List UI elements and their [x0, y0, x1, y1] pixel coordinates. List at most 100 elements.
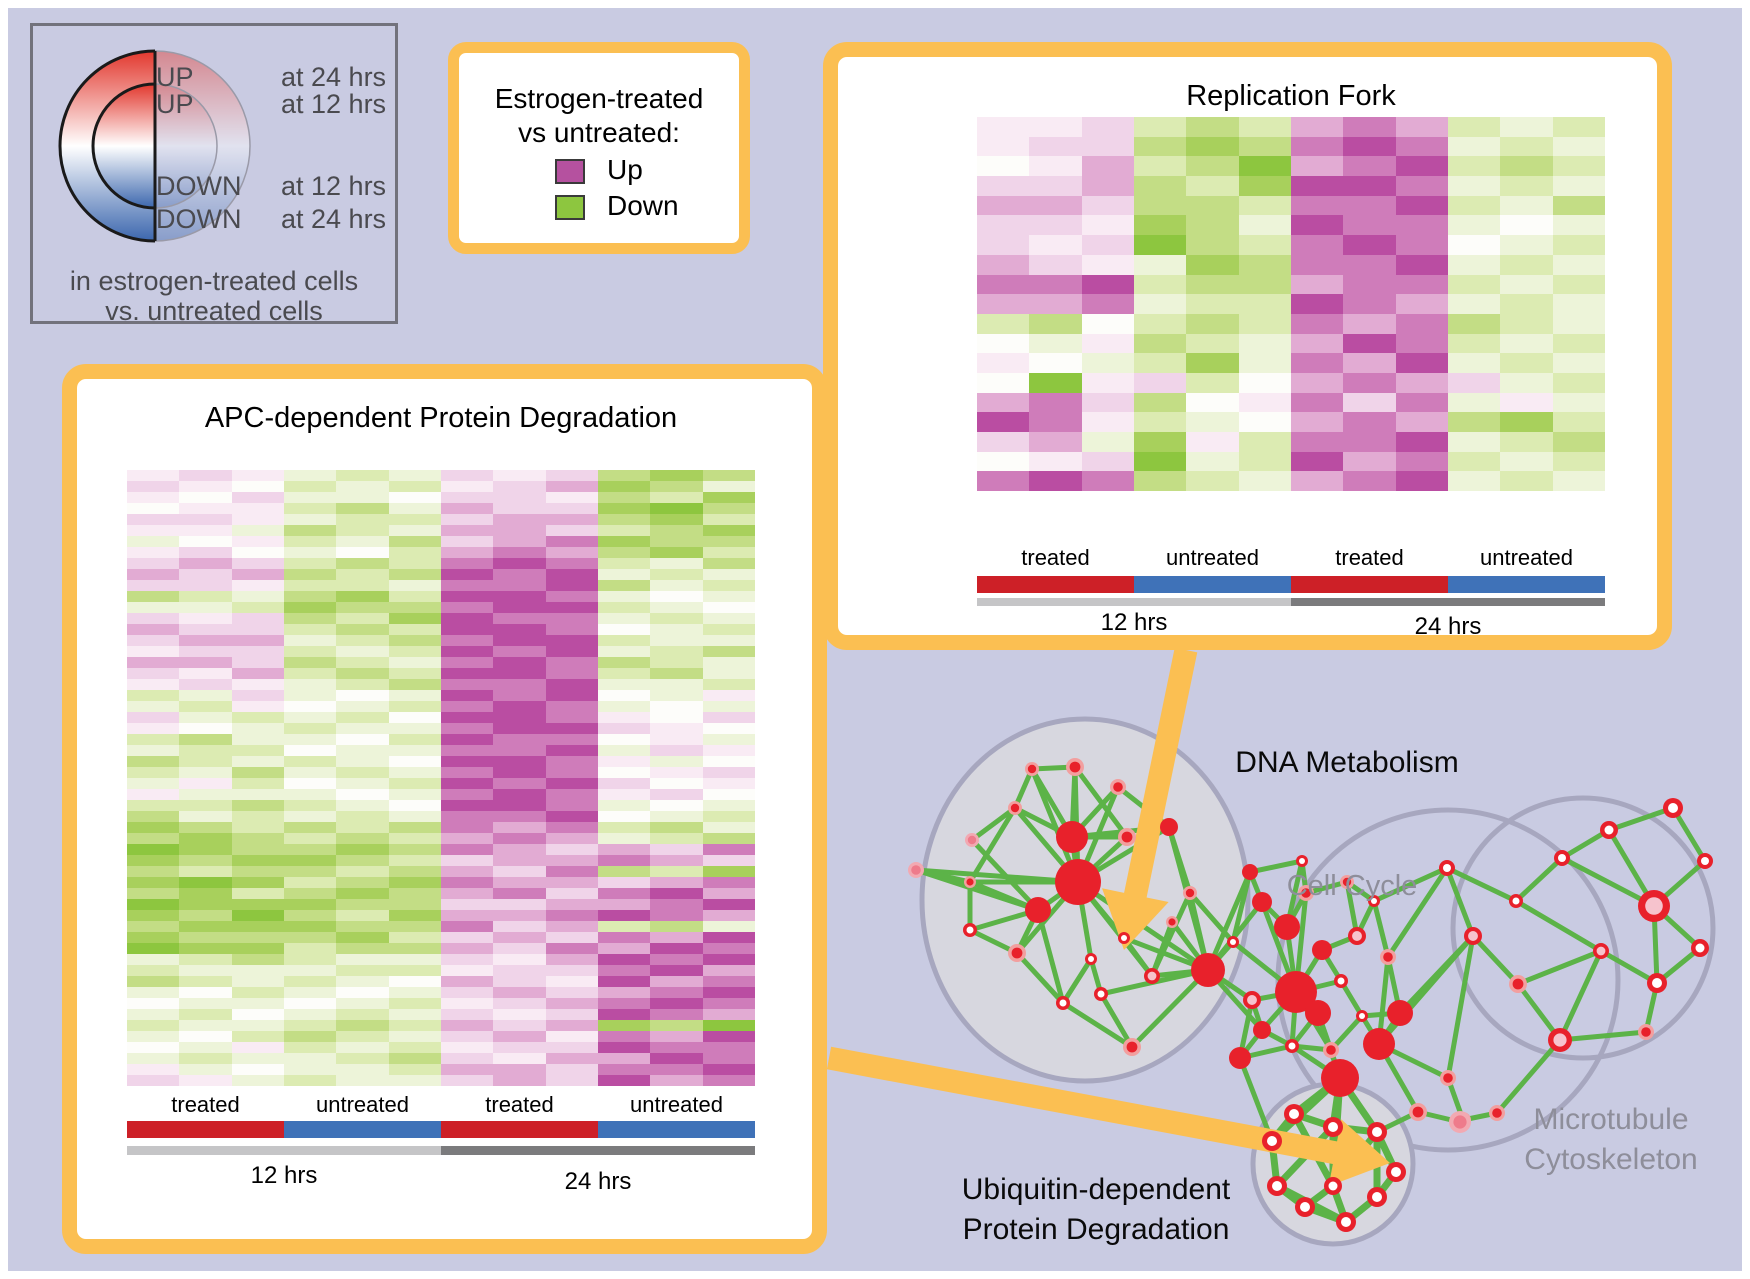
heatmap-cell	[127, 536, 180, 547]
network-edge	[1385, 865, 1450, 960]
network-node-halo-core	[1010, 803, 1020, 813]
heatmap-cell	[179, 569, 232, 580]
heatmap-cell	[179, 734, 232, 745]
heatmap-cell	[231, 811, 284, 822]
heatmap-cell	[1343, 117, 1396, 137]
cluster-circle-microtubule-cytoskeleton	[1450, 795, 1716, 1061]
heatmap-cell	[388, 569, 441, 580]
heatmap-row	[127, 899, 755, 910]
ring-legend-box: UP at 24 hrs UP at 12 hrs DOWN at 12 hrs…	[30, 23, 398, 326]
heatmap-row	[127, 514, 755, 525]
heatmap-cell	[1447, 195, 1501, 216]
heatmap-cell	[597, 987, 651, 998]
heatmap-cell	[388, 1031, 441, 1042]
network-edge	[1205, 869, 1253, 973]
heatmap-cell	[597, 1009, 651, 1020]
heatmap-cell	[127, 547, 180, 558]
network-edge	[1598, 948, 1660, 986]
network-edge	[1344, 879, 1360, 939]
heatmap-cell	[440, 591, 494, 602]
heatmap-cell	[283, 679, 337, 690]
network-node-ring-pink-core	[1468, 931, 1478, 941]
heatmap-cell	[1133, 176, 1187, 196]
heatmap-cell	[231, 800, 284, 811]
heatmap-cell	[1029, 215, 1082, 236]
heatmap-cell	[1081, 333, 1134, 354]
heatmap-cell	[650, 954, 703, 965]
heatmap-cell	[1081, 235, 1134, 255]
network-node-halo-core	[1383, 952, 1393, 962]
heatmap-cell	[1238, 156, 1291, 177]
network-edge	[1166, 824, 1193, 896]
heatmap-row	[127, 734, 755, 745]
heatmap-cell	[702, 998, 755, 1009]
heatmap-cell	[545, 921, 598, 932]
heatmap-cell	[493, 1020, 546, 1031]
network-node-ring-pink-core	[1596, 946, 1606, 956]
heatmap-cell	[545, 470, 598, 481]
rf-12hr-label: 12 hrs	[1100, 609, 1168, 636]
heatmap-cell	[650, 932, 703, 943]
heatmap-cell	[702, 580, 755, 591]
heatmap-cell	[702, 558, 755, 569]
cluster-label-microtubule: Microtubule Cytoskeleton	[1472, 1100, 1750, 1180]
heatmap-cell	[388, 558, 441, 569]
heatmap-cell	[493, 888, 546, 899]
heatmap-row	[977, 471, 1605, 492]
heatmap-cell	[336, 503, 389, 514]
heatmap-cell	[179, 811, 232, 822]
heatmap-cell	[231, 1042, 284, 1053]
cluster-label-ubiquitin-line1: Ubiquitin-dependent	[961, 1173, 1231, 1206]
heatmap-cell	[1238, 353, 1291, 373]
heatmap-cell	[1029, 294, 1082, 314]
heatmap-cell	[440, 602, 494, 613]
heatmap-cell	[493, 998, 546, 1009]
heatmap-cell	[545, 536, 598, 547]
heatmap-cell	[283, 1042, 337, 1053]
cluster-label-cell-cycle: Cell Cycle	[1286, 870, 1418, 902]
heatmap-cell	[1186, 353, 1239, 373]
heatmap-cell	[283, 514, 337, 525]
heatmap-cell	[1500, 195, 1553, 216]
heatmap-cell	[1081, 353, 1134, 373]
heatmap-cell	[127, 690, 180, 701]
heatmap-cell	[283, 481, 337, 492]
heatmap-cell	[545, 800, 598, 811]
heatmap-cell	[336, 569, 389, 580]
heatmap-cell	[388, 734, 441, 745]
heatmap-cell	[977, 313, 1030, 334]
heatmap-row	[127, 712, 755, 723]
heatmap-row	[127, 800, 755, 811]
heatmap-cell	[283, 1075, 337, 1086]
heatmap-row	[127, 1075, 755, 1086]
heatmap-cell	[1552, 313, 1605, 334]
heatmap-cell	[702, 1031, 755, 1042]
heatmap-cell	[702, 756, 755, 767]
heatmap-row	[127, 492, 755, 503]
heatmap-cell	[702, 822, 755, 833]
heatmap-cell	[1447, 313, 1501, 334]
heatmap-cell	[388, 822, 441, 833]
heatmap-cell	[336, 525, 389, 536]
network-node-pink-core	[967, 835, 977, 845]
heatmap-cell	[179, 888, 232, 899]
heatmap-cell	[231, 756, 284, 767]
heatmap-cell	[702, 547, 755, 558]
heatmap-cell	[440, 822, 494, 833]
heatmap-cell	[336, 536, 389, 547]
heatmap-cell	[493, 503, 546, 514]
network-node-halo-core	[1641, 1027, 1651, 1037]
heatmap-cell	[440, 789, 494, 800]
heatmap-cell	[336, 470, 389, 481]
heatmap-cell	[127, 470, 180, 481]
heatmap-cell	[702, 1042, 755, 1053]
heatmap-cell	[283, 503, 337, 514]
rf-group-label-4: untreated	[1480, 545, 1573, 570]
heatmap-cell	[179, 844, 232, 855]
heatmap-cell	[1552, 333, 1605, 354]
heatmap-cell	[440, 1020, 494, 1031]
heatmap-cell	[1552, 156, 1605, 177]
heatmap-cell	[179, 1009, 232, 1020]
heatmap-cell	[1133, 294, 1187, 314]
heatmap-cell	[179, 580, 232, 591]
